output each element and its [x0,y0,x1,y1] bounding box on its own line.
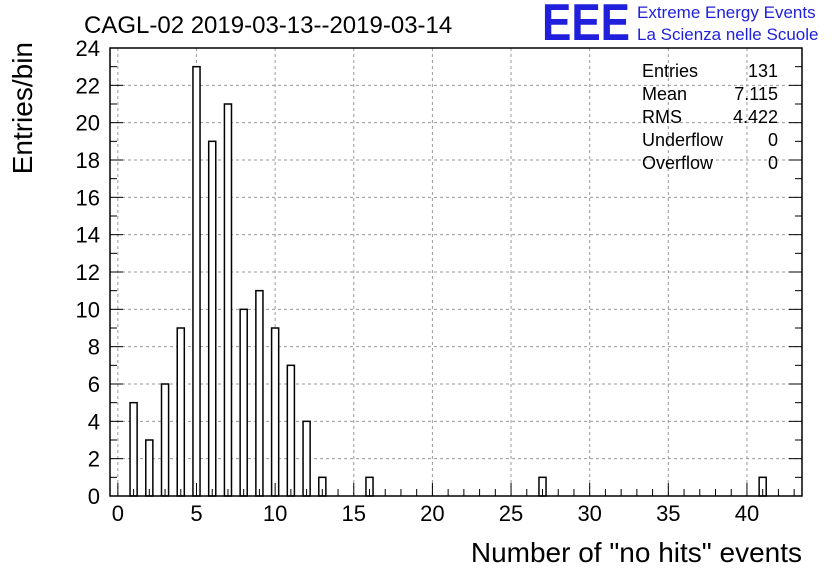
histogram-bar [223,103,233,497]
histogram-bar [176,327,186,497]
eee-logo: EEE Extreme Energy Events La Scienza nel… [542,0,818,52]
y-tick-label: 24 [76,36,100,61]
y-tick-label: 2 [88,447,100,472]
x-tick-label: 15 [342,501,366,526]
stats-row-label: Overflow [642,153,714,173]
stats-row-label: Entries [642,61,698,81]
stats-row-label: Underflow [642,130,724,150]
y-tick-label: 4 [88,409,100,434]
histogram-bar [207,140,217,497]
y-tick-label: 14 [76,223,100,248]
y-tick-label: 10 [76,297,100,322]
y-tick-label: 12 [76,260,100,285]
x-tick-label: 0 [112,501,124,526]
x-axis-ticks: 0 5 10 15 20 25 30 35 40 [112,483,795,526]
y-tick-label: 0 [88,484,100,509]
y-tick-label: 20 [76,111,100,136]
x-tick-label: 30 [577,501,601,526]
stats-row-value: 0 [768,153,778,173]
stats-row-label: RMS [642,107,682,127]
y-tick-label: 6 [88,372,100,397]
stats-row-value: 4.422 [733,107,778,127]
y-tick-label: 18 [76,148,100,173]
y-axis-label: Entries/bin [7,42,38,174]
histogram-bar [255,289,264,497]
logo-line-1: Extreme Energy Events [637,3,816,22]
histogram-bar [160,383,170,497]
stats-row-value: 0 [768,130,778,150]
x-tick-label: 20 [420,501,444,526]
x-axis-label: Number of "no hits" events [471,537,802,568]
logo-letters: EEE [542,0,630,52]
x-tick-label: 5 [190,501,202,526]
histogram-bar [286,364,296,497]
logo-line-2: La Scienza nelle Scuole [637,25,818,44]
x-tick-label: 25 [499,501,523,526]
y-tick-label: 16 [76,185,100,210]
x-tick-label: 40 [735,501,759,526]
chart-title: CAGL-02 2019-03-13--2019-03-14 [84,12,452,39]
stats-box: Entries 131 Mean 7.115 RMS 4.422 Underflow 0 Ove… [642,61,778,173]
stats-row-value: 7.115 [734,84,778,104]
y-tick-label: 22 [76,73,100,98]
histogram-bar [302,420,311,497]
y-tick-label: 8 [88,335,100,360]
histogram-bar [145,439,154,497]
x-tick-label: 35 [656,501,680,526]
x-tick-label: 10 [263,501,287,526]
histogram-bar [239,308,248,497]
histogram-bar [270,327,280,497]
stats-row-label: Mean [642,84,687,104]
histogram-bar [129,401,138,497]
histogram-bar [192,65,201,497]
stats-row-value: 131 [748,61,778,81]
